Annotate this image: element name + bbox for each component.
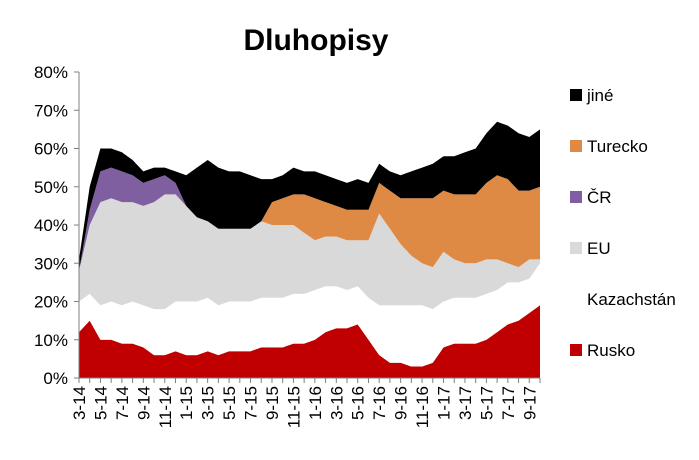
legend-swatch (570, 242, 582, 254)
y-tick-label: 30% (34, 254, 68, 273)
y-tick-label: 0% (43, 369, 68, 388)
y-tick-label: 60% (34, 140, 68, 159)
y-tick-label: 20% (34, 293, 68, 312)
y-tick-label: 40% (34, 216, 68, 235)
x-tick-label: 1-16 (306, 386, 325, 420)
axis-layer: 0%10%20%30%40%50%60%70%80%3-14 5-14 7-14 9-… (34, 63, 541, 428)
x-tick-label: 11-14 (156, 386, 175, 428)
y-tick-label: 80% (34, 63, 68, 82)
x-tick-label: 7-15 (242, 386, 261, 420)
legend-label: ČR (587, 188, 612, 207)
x-tick-label: 5-14 (91, 386, 110, 420)
x-tick-label: 9-17 (520, 386, 539, 420)
legend-label: EU (587, 239, 611, 258)
y-tick-label: 70% (34, 101, 68, 120)
legend-swatch (570, 191, 582, 203)
legend-swatch (570, 344, 582, 356)
x-tick-label: 11-16 (413, 386, 432, 428)
x-tick-label: 3-16 (327, 386, 346, 420)
area-series-0 (79, 305, 540, 378)
x-tick-label: 3-15 (199, 386, 218, 420)
legend: jiné Turecko ČR EU Kazachstán Rusko (570, 86, 676, 360)
y-tick-label: 10% (34, 331, 68, 350)
legend-label: Rusko (587, 341, 635, 360)
x-tick-label: 7-17 (499, 386, 518, 420)
x-tick-label: 3-17 (456, 386, 475, 420)
legend-swatch (570, 140, 582, 152)
x-tick-label: 5-15 (220, 386, 239, 420)
area-series-5 (79, 121, 540, 271)
x-tick-label: 7-16 (370, 386, 389, 420)
chart-title: Dluhopisy (243, 24, 388, 57)
area-layer (79, 121, 540, 378)
x-tick-label: 11-15 (284, 386, 303, 428)
y-tick-label: 50% (34, 178, 68, 197)
legend-label: Kazachstán (587, 290, 676, 309)
x-tick-label: 3-14 (70, 386, 89, 420)
x-tick-label: 1-17 (435, 386, 454, 420)
legend-swatch (570, 89, 582, 101)
x-tick-label: 9-14 (134, 386, 153, 420)
x-tick-label: 7-14 (113, 386, 132, 420)
x-tick-label: 1-15 (177, 386, 196, 420)
x-tick-label: 9-15 (263, 386, 282, 420)
legend-swatch (570, 293, 582, 305)
legend-label: jiné (586, 86, 613, 105)
x-tick-label: 9-16 (392, 386, 411, 420)
area-series-2 (79, 194, 540, 310)
area-series-1 (79, 263, 540, 367)
legend-label: Turecko (587, 137, 648, 156)
area-series-4 (79, 167, 540, 271)
x-tick-label: 5-16 (349, 386, 368, 420)
x-tick-label: 5-17 (477, 386, 496, 420)
area-series-3 (79, 167, 540, 271)
